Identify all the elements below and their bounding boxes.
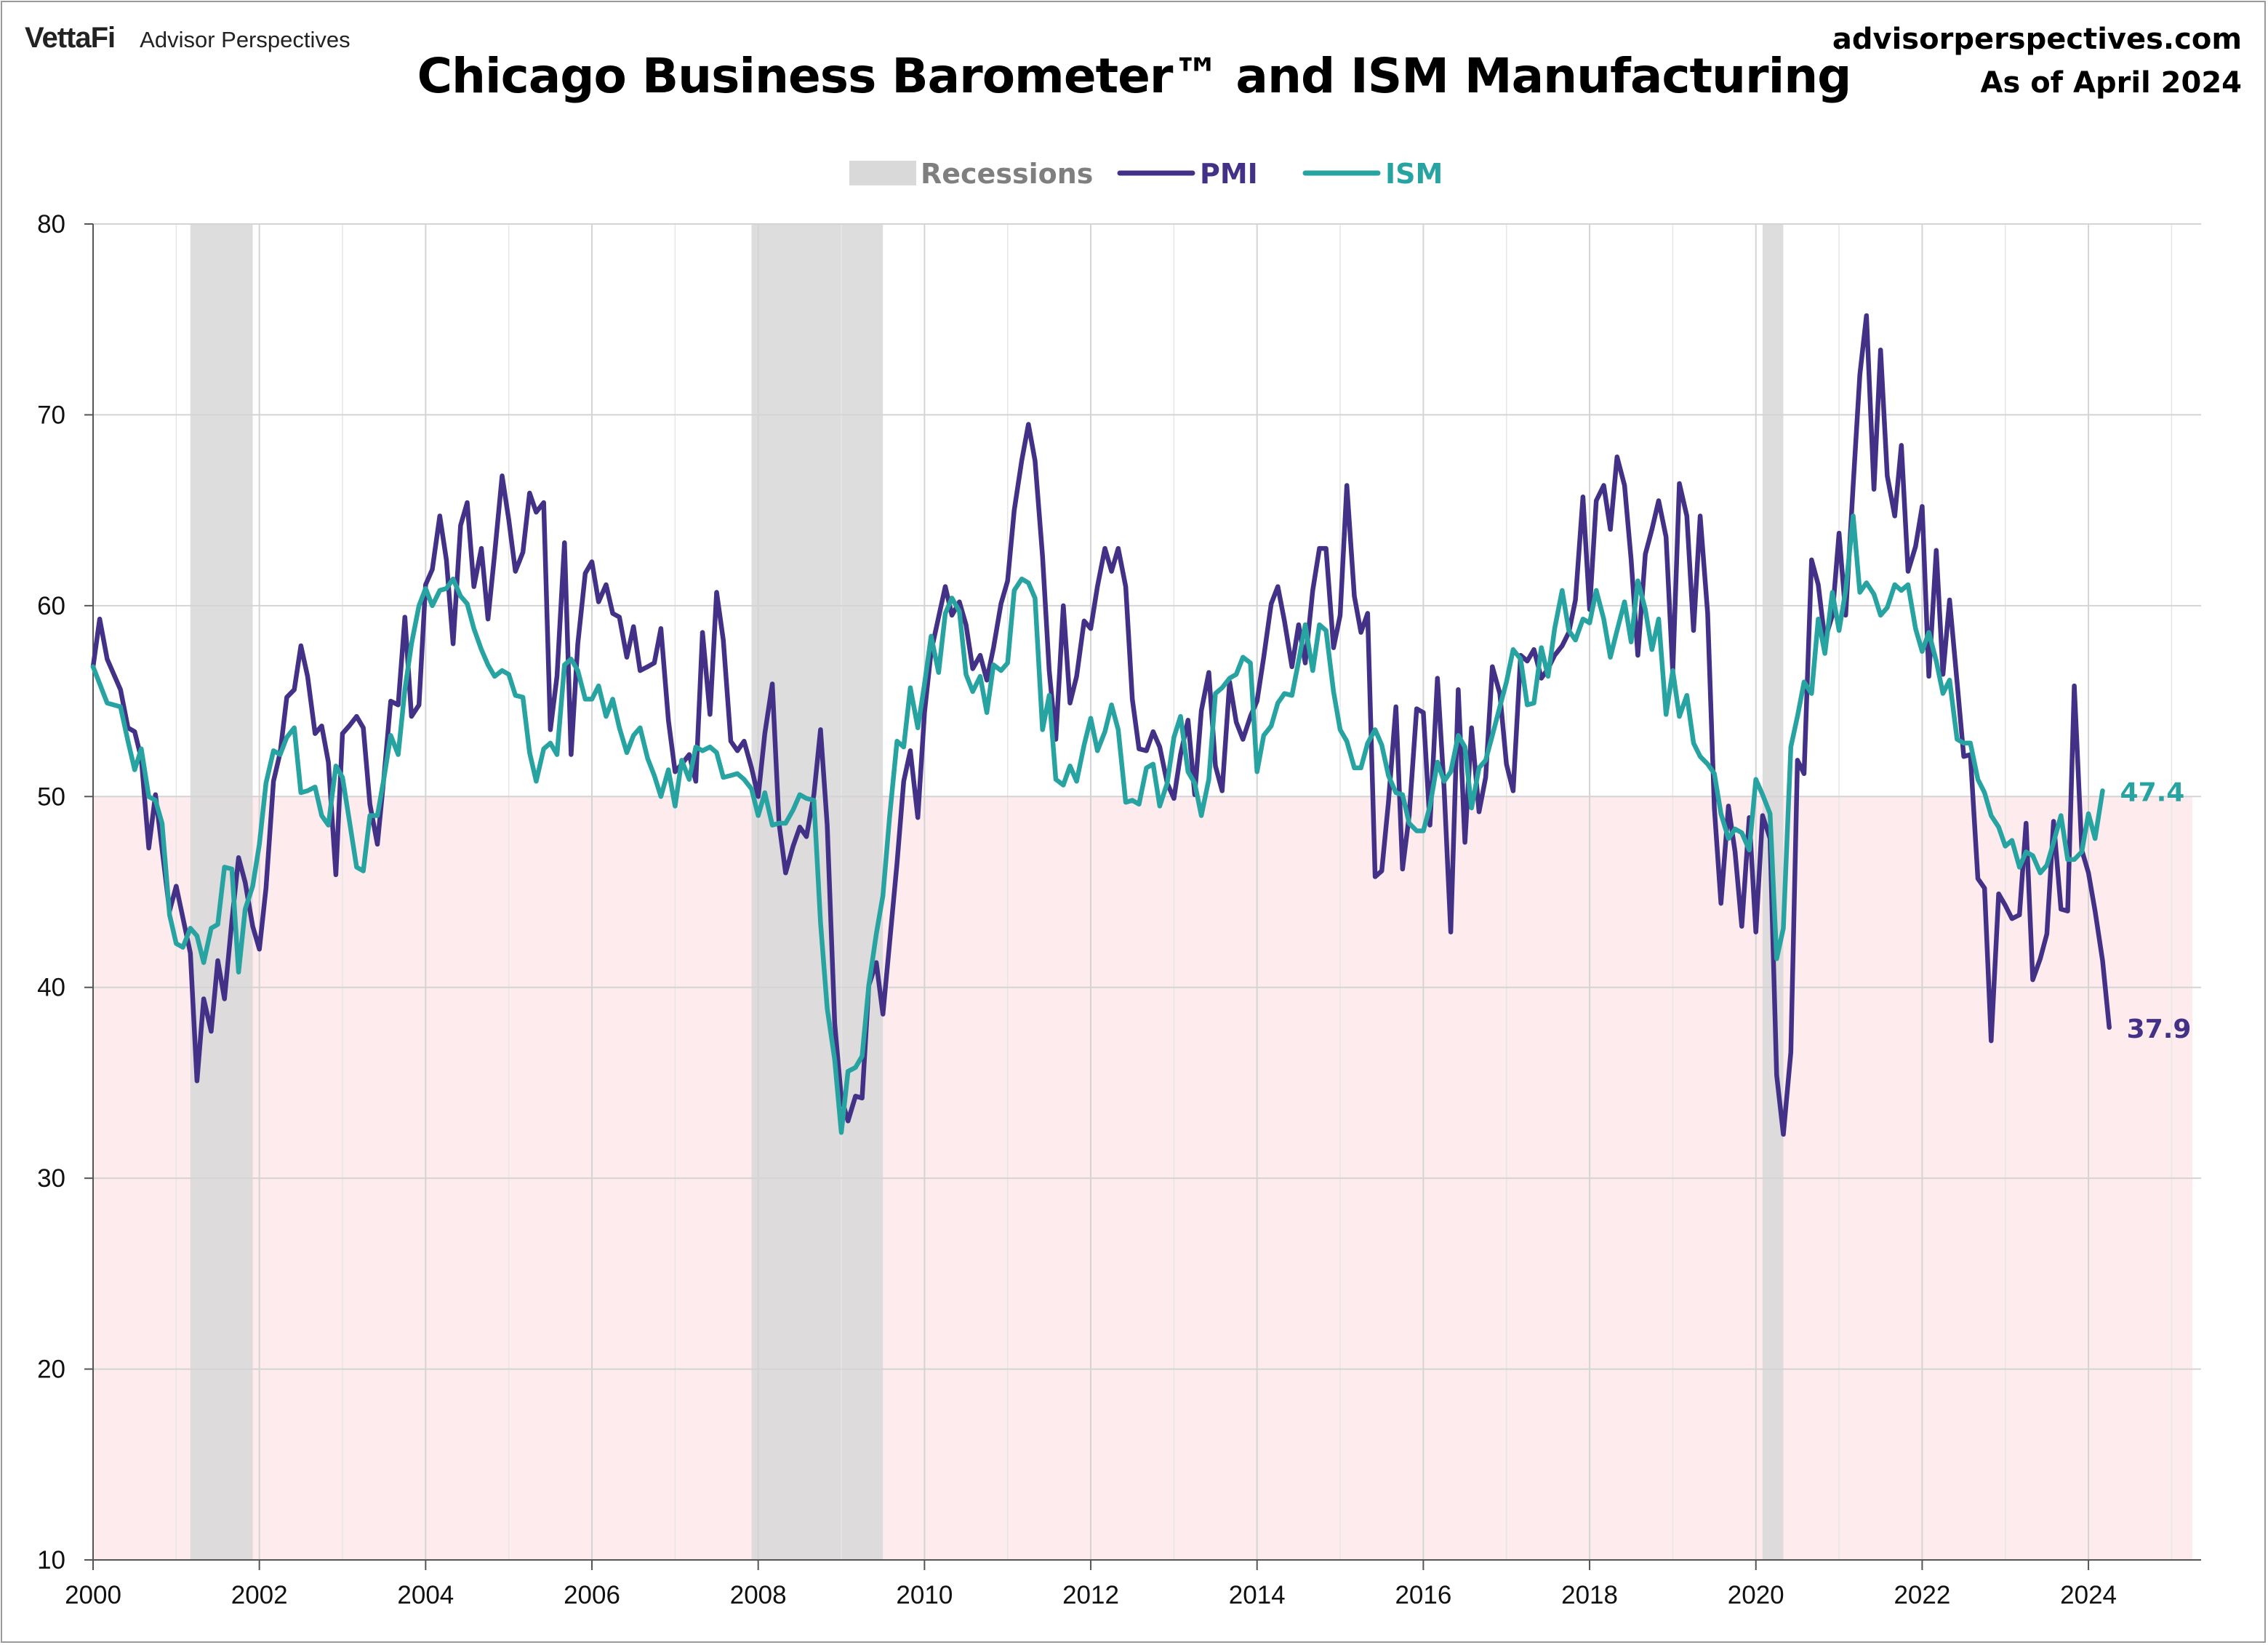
- site-url: advisorperspectives.com: [1832, 23, 2242, 56]
- x-tick-label-2018: 2018: [1561, 1581, 1618, 1609]
- y-tick-label-10: 10: [37, 1546, 65, 1574]
- x-tick-label-2024: 2024: [2060, 1581, 2117, 1609]
- x-tick-label-2008: 2008: [730, 1581, 787, 1609]
- legend-label-ism: ISM: [1385, 158, 1443, 190]
- end-labels: 37.9 47.4: [2120, 777, 2192, 1044]
- as-of-date: As of April 2024: [1980, 66, 2243, 100]
- legend: Recessions PMI ISM: [849, 158, 1443, 190]
- y-tick-label-20: 20: [37, 1356, 65, 1384]
- end-label-ism: 47.4: [2120, 777, 2185, 807]
- y-tick-label-70: 70: [37, 401, 65, 429]
- end-label-pmi: 37.9: [2127, 1014, 2192, 1044]
- series-line-pmi: [90, 313, 2112, 1137]
- series-line-ism: [90, 513, 2105, 1135]
- x-tick-label-2022: 2022: [1894, 1581, 1950, 1609]
- brand: VettaFi Advisor Perspectives: [25, 22, 350, 55]
- y-tick-label-30: 30: [37, 1164, 65, 1193]
- x-tick-label-2000: 2000: [65, 1581, 121, 1609]
- chart-title: Chicago Business Barometer™ and ISM Manu…: [417, 48, 1852, 104]
- x-tick-label-2016: 2016: [1395, 1581, 1451, 1609]
- recession-bands: [190, 224, 1784, 1560]
- x-tick-label-2006: 2006: [564, 1581, 620, 1609]
- legend-swatch-recessions: [849, 161, 916, 185]
- legend-label-pmi: PMI: [1200, 158, 1258, 190]
- x-tick-label-2002: 2002: [231, 1581, 288, 1609]
- legend-label-recessions: Recessions: [921, 158, 1093, 190]
- y-tick-label-60: 60: [37, 592, 65, 620]
- y-tick-label-40: 40: [37, 974, 65, 1002]
- y-tick-label-80: 80: [37, 210, 65, 239]
- x-tick-label-2010: 2010: [896, 1581, 953, 1609]
- series-lines: [90, 313, 2112, 1137]
- x-tick-label-2020: 2020: [1728, 1581, 1784, 1609]
- brand-subtitle: Advisor Perspectives: [140, 27, 350, 52]
- x-tick-label-2004: 2004: [397, 1581, 454, 1609]
- x-tick-label-2012: 2012: [1062, 1581, 1119, 1609]
- x-tick-label-2014: 2014: [1229, 1581, 1286, 1609]
- site-info: advisorperspectives.com As of April 2024: [1832, 17, 2242, 105]
- y-tick-label-50: 50: [37, 783, 65, 811]
- axes: 10 20 30 40 50 60 70 80 2000 2002 2004 2006 2008 2010…: [37, 210, 2201, 1609]
- vettafi-logo: VettaFi: [25, 22, 116, 54]
